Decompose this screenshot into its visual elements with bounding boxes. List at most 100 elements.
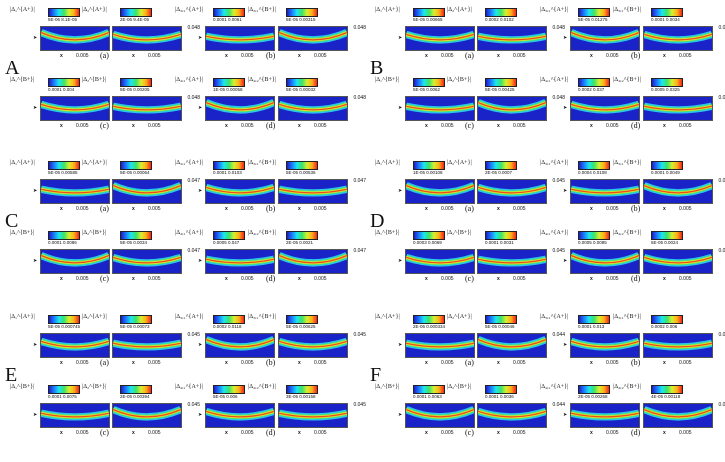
quantity-symbol: |Δ₄,₂^{B+}| bbox=[613, 384, 641, 390]
density-band bbox=[206, 258, 274, 264]
subplot: |Δ₄,₁^{A+}| 0.0005 0.0085 ➤ x 0.005 bbox=[540, 227, 640, 284]
subplot: |Δ₂^{B+}| 5E-05 0.00205 0.048 x 0.005 bbox=[82, 74, 200, 131]
y-max-label: 0.048 bbox=[552, 95, 565, 101]
arrow-icon: ➤ bbox=[563, 105, 568, 111]
x-axis-label: x bbox=[663, 360, 666, 366]
quantity-symbol: |Δ₄,₁^{A+}| bbox=[175, 384, 204, 390]
x-axis-label: x bbox=[132, 276, 135, 282]
density-band bbox=[279, 412, 347, 418]
x-tick-label: 0.005 bbox=[441, 206, 454, 212]
subplot: |Δ₃,₁^{B+}| 5E-05 0.00535 0.047 x 0.005 bbox=[248, 157, 366, 214]
subplot-label: (a) bbox=[465, 51, 474, 60]
colorbar bbox=[485, 78, 517, 87]
panel-label: F bbox=[370, 364, 382, 386]
quantity-symbol: |Δ₂^{A+}| bbox=[82, 160, 107, 166]
x-axis-label: x bbox=[132, 430, 135, 436]
colorbar-ticks: 5E-05 0.00032 bbox=[286, 87, 316, 92]
quantity-symbol: |Δ₁^{A+}| bbox=[10, 160, 35, 166]
x-tick-label: 0.005 bbox=[606, 123, 619, 129]
x-axis-label: x bbox=[425, 206, 428, 212]
density-band bbox=[478, 35, 546, 41]
heatmap bbox=[40, 249, 110, 274]
quantity-symbol: |Δ₁^{A+}| bbox=[10, 314, 35, 320]
heatmap bbox=[570, 249, 640, 274]
colorbar-ticks: 0.0001 0.0103 bbox=[213, 170, 242, 175]
x-axis-label: x bbox=[663, 123, 666, 129]
heatmap bbox=[40, 403, 110, 428]
x-tick-label: 0.005 bbox=[76, 276, 89, 282]
x-tick-label: 0.005 bbox=[606, 360, 619, 366]
subplot: |Δ₁^{A+}| 5E-05 0.000745 ➤ x 0.005 bbox=[10, 311, 110, 368]
colorbar-ticks: 5E-06 8.1E-05 bbox=[48, 17, 78, 22]
x-tick-label: 0.005 bbox=[148, 360, 161, 366]
colorbar-ticks: 0.0001 0.0075 bbox=[48, 394, 77, 399]
subplot: |Δ₃,₁^{B+}| 0.0002 0.006 0.044 x 0.005 bbox=[613, 311, 725, 368]
x-axis-label: x bbox=[225, 206, 228, 212]
quantity-symbol: |Δ₃,₁^{B+}| bbox=[613, 314, 641, 320]
density-band bbox=[279, 254, 347, 264]
density-band bbox=[571, 254, 639, 264]
colorbar-ticks: 0.0001 0.0036 bbox=[485, 394, 514, 399]
colorbar-ticks: 5E-05 0.00073 bbox=[120, 324, 150, 329]
colorbar-ticks: 5E-05 0.00535 bbox=[286, 170, 316, 175]
colorbar bbox=[120, 315, 152, 324]
arrow-icon: ➤ bbox=[563, 258, 568, 264]
x-tick-label: 0.005 bbox=[606, 53, 619, 59]
arrow-icon: ➤ bbox=[198, 412, 203, 418]
colorbar-ticks: 0.0002 0.0102 bbox=[485, 17, 514, 22]
density-band bbox=[206, 410, 274, 418]
density-band bbox=[644, 105, 712, 111]
colorbar bbox=[651, 231, 683, 240]
x-axis-label: x bbox=[60, 123, 63, 129]
heatmap bbox=[643, 249, 713, 274]
quantity-symbol: |Δ₃,₁^{A+}| bbox=[175, 7, 204, 13]
colorbar bbox=[120, 78, 152, 87]
quantity-symbol: |Δ₄,₁^{A+}| bbox=[540, 384, 569, 390]
quantity-symbol: |Δ₁^{A+}| bbox=[375, 7, 400, 13]
quantity-symbol: |Δ₂^{A+}| bbox=[82, 314, 107, 320]
heatmap bbox=[205, 96, 275, 121]
subplot: |Δ₄,₁^{A+}| 2E-05 0.00268 ➤ x 0.005 bbox=[540, 381, 640, 438]
quantity-symbol: |Δ₁^{A+}| bbox=[375, 160, 400, 166]
arrow-icon: ➤ bbox=[33, 412, 38, 418]
heatmap bbox=[570, 179, 640, 204]
heatmap bbox=[477, 96, 547, 121]
colorbar-ticks: 5E-05 0.006 bbox=[213, 394, 238, 399]
subplot-label: (d) bbox=[266, 121, 276, 130]
subplot-label: (c) bbox=[100, 274, 109, 283]
quantity-symbol: |Δ₂^{B+}| bbox=[447, 230, 472, 236]
density-band bbox=[406, 105, 474, 111]
arrow-icon: ➤ bbox=[198, 342, 203, 348]
colorbar bbox=[213, 8, 245, 17]
quantity-symbol: |Δ₃,₁^{B+}| bbox=[248, 7, 276, 13]
subplot: |Δ₄,₂^{B+}| 2E-05 0.0021 0.047 x 0.005 bbox=[248, 227, 366, 284]
heatmap bbox=[477, 249, 547, 274]
density-band bbox=[478, 410, 546, 418]
x-tick-label: 0.005 bbox=[148, 123, 161, 129]
quantity-symbol: |Δ₂^{A+}| bbox=[82, 7, 107, 13]
subplot: |Δ₂^{A+}| 5E-05 0.00073 0.045 x 0.005 bbox=[82, 311, 200, 368]
density-band bbox=[41, 103, 109, 111]
quantity-symbol: |Δ₁^{B+}| bbox=[10, 384, 35, 390]
subplot-label: (a) bbox=[465, 204, 474, 213]
colorbar bbox=[651, 315, 683, 324]
quantity-symbol: |Δ₂^{B+}| bbox=[82, 77, 107, 83]
quantity-symbol: |Δ₄,₁^{A+}| bbox=[175, 230, 204, 236]
panel-label: C bbox=[5, 210, 19, 232]
x-tick-label: 0.005 bbox=[441, 276, 454, 282]
heatmap bbox=[405, 179, 475, 204]
heatmap bbox=[405, 333, 475, 358]
arrow-icon: ➤ bbox=[33, 188, 38, 194]
colorbar bbox=[286, 315, 318, 324]
density-band bbox=[113, 408, 181, 418]
quantity-symbol: |Δ₁^{B+}| bbox=[375, 77, 400, 83]
colorbar bbox=[213, 161, 245, 170]
quantity-symbol: |Δ₁^{B+}| bbox=[375, 384, 400, 390]
quantity-symbol: |Δ₁^{A+}| bbox=[375, 314, 400, 320]
y-max-label: 0.045 bbox=[187, 402, 200, 408]
subplot: |Δ₄,₂^{B+}| 3E-05 0.00158 0.045 x 0.005 bbox=[248, 381, 366, 438]
subplot-label: (c) bbox=[100, 428, 109, 437]
subplot: |Δ₃,₁^{A+}| 0.0002 0.0118 ➤ x 0.005 bbox=[175, 311, 275, 368]
subplot-label: (a) bbox=[465, 358, 474, 367]
subplot: |Δ₂^{A+}| 2E-06 9.4E-05 0.048 x 0.005 bbox=[82, 4, 200, 61]
